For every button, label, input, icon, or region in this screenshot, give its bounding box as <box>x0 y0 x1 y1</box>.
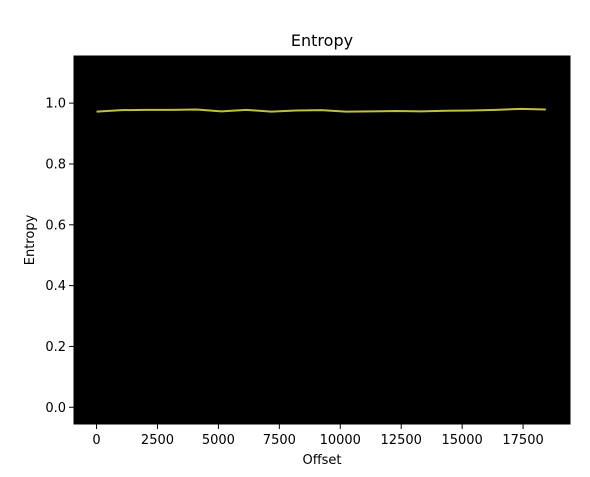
x-tick-label: 5000 <box>202 433 235 448</box>
y-axis-ticks: 0.0 0.2 0.4 0.6 0.8 1.0 <box>45 97 74 416</box>
x-axis-label: Offset <box>302 453 341 468</box>
y-tick-label: 0.8 <box>45 157 66 172</box>
y-tick-label: 0.0 <box>45 401 66 416</box>
x-tick-label: 15000 <box>441 433 482 448</box>
plot-frame <box>73 55 571 425</box>
y-tick-label: 1.0 <box>45 97 66 112</box>
series-layer <box>96 107 546 113</box>
y-tick-label: 0.4 <box>45 279 66 294</box>
chart-title: Entropy <box>291 31 353 50</box>
plot-area <box>74 56 570 424</box>
x-axis-ticks: 0 2500 5000 7500 10000 12500 15000 17500 <box>92 424 544 448</box>
y-tick-label: 0.6 <box>45 218 66 233</box>
x-tick-label: 10000 <box>320 433 361 448</box>
x-tick-label: 2500 <box>141 433 174 448</box>
x-tick-label: 17500 <box>502 433 543 448</box>
series-line-0 <box>96 107 546 113</box>
x-tick-label: 0 <box>92 433 100 448</box>
x-tick-label: 12500 <box>381 433 422 448</box>
y-axis-label: Entropy <box>23 214 38 265</box>
y-tick-label: 0.2 <box>45 340 66 355</box>
x-tick-label: 7500 <box>263 433 296 448</box>
